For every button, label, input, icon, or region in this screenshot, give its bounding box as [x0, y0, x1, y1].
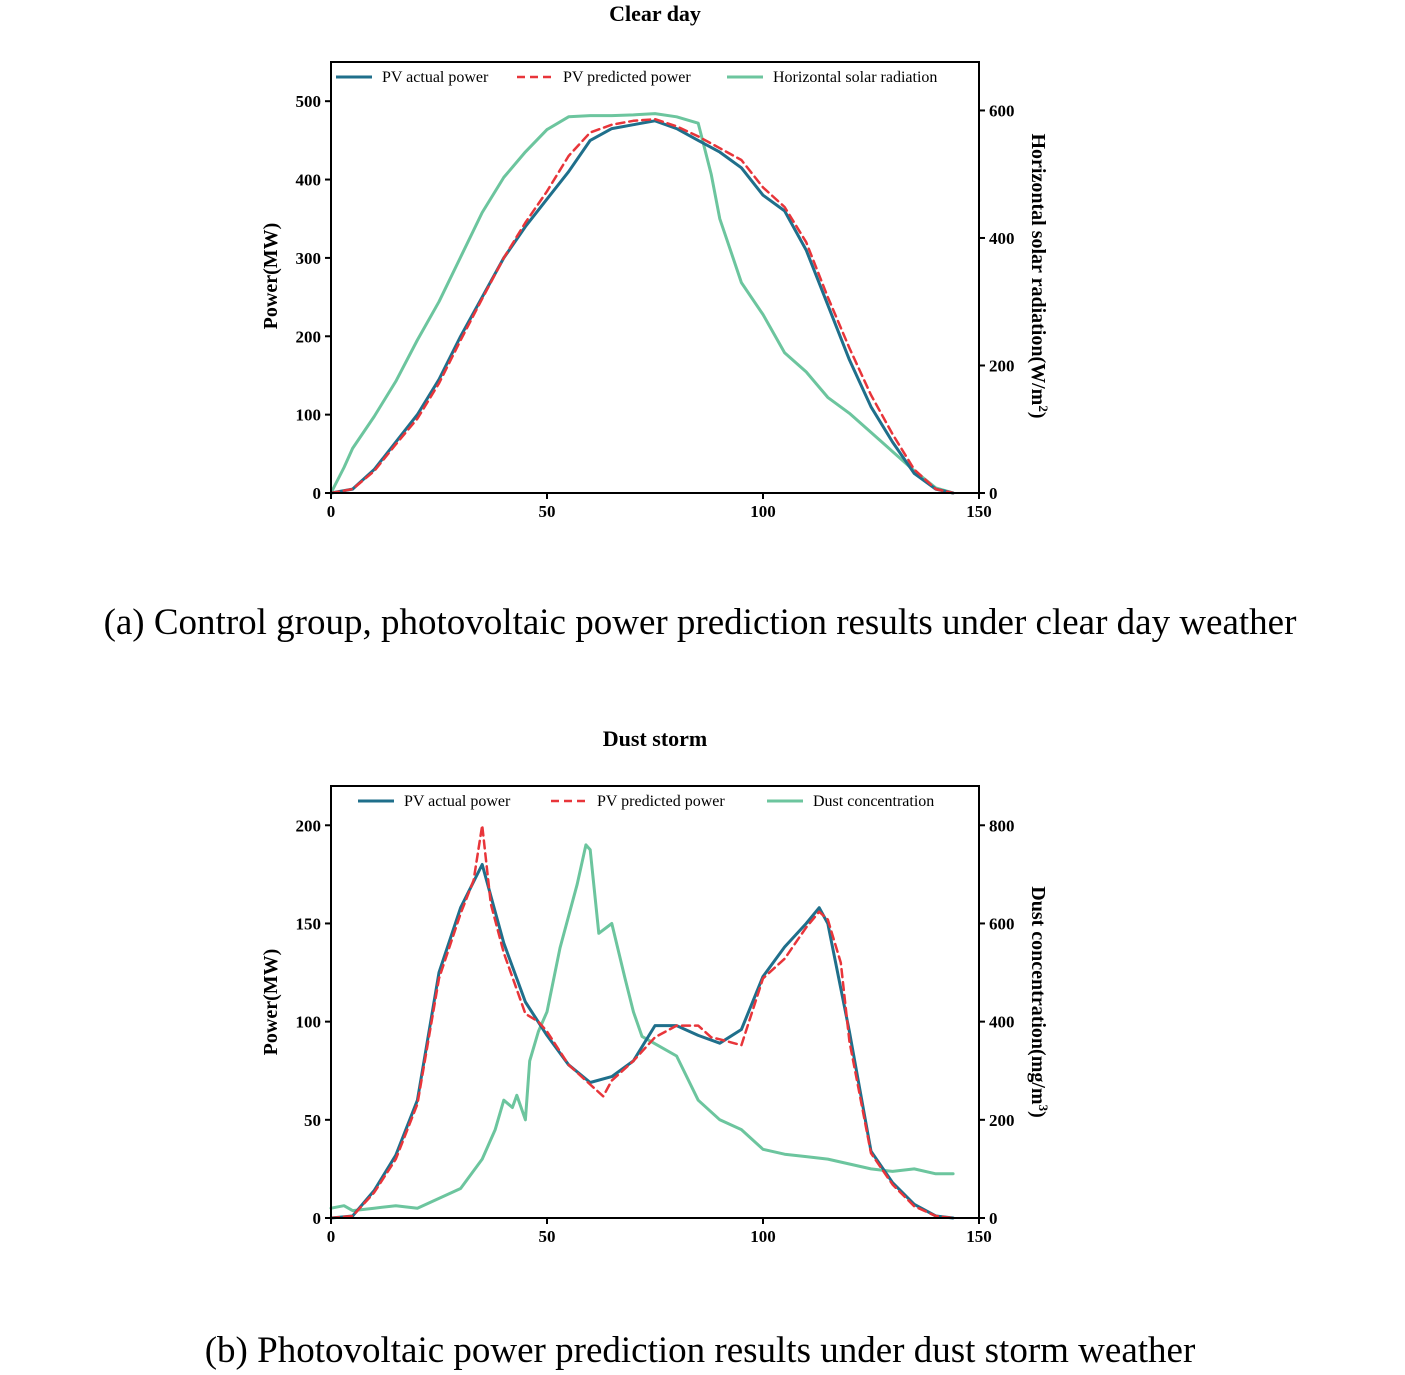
legend-item: Horizontal solar radiation [727, 69, 937, 86]
series-line-pv-actual-power [329, 119, 955, 495]
y-tick-label: 300 [296, 249, 322, 268]
plot-frame [330, 785, 980, 1219]
x-tick-label: 50 [539, 502, 556, 521]
chart-title: Clear day [609, 1, 701, 26]
y2-axis-label: Dust concentration(mg/m3) [1027, 886, 1052, 1117]
y2-tick-label: 600 [989, 101, 1015, 120]
legend-label: Dust concentration [813, 793, 934, 810]
y2-axis-label-text: Dust concentration(mg/m [1027, 886, 1049, 1105]
legend-item: PV actual power [336, 69, 489, 86]
y-tick-label: 500 [296, 92, 322, 111]
figure-caption: (b) Photovoltaic power prediction result… [205, 1330, 1196, 1371]
x-tick-label: 0 [327, 502, 336, 521]
legend-label: PV predicted power [563, 69, 691, 86]
y2-tick-label: 800 [989, 816, 1015, 835]
y-tick-label: 50 [304, 1111, 321, 1130]
y2-tick-label: 0 [989, 1209, 998, 1228]
y-tick-label: 0 [313, 1209, 322, 1228]
y-tick-label: 100 [296, 1013, 322, 1032]
series-line-horizontal-solar-radiation [329, 112, 955, 495]
legend-label: PV actual power [404, 793, 511, 810]
y2-tick-label: 200 [989, 1111, 1015, 1130]
x-tick-label: 100 [750, 502, 776, 521]
y-tick-label: 150 [296, 914, 322, 933]
x-tick-label: 100 [750, 1227, 776, 1246]
legend: PV actual power PV predicted power Horizon… [336, 69, 937, 86]
y-tick-label: 0 [313, 484, 322, 503]
x-tick-label: 50 [539, 1227, 556, 1246]
legend-item: PV predicted power [551, 793, 725, 810]
y-axis-label: Power(MW) [260, 223, 282, 330]
x-tick-label: 150 [966, 1227, 992, 1246]
y2-tick-label: 200 [989, 356, 1015, 375]
series-line-pv-actual-power [329, 863, 955, 1220]
plot-frame [330, 61, 980, 494]
legend-item: PV predicted power [517, 69, 691, 86]
y2-tick-label: 400 [989, 229, 1015, 248]
chart-panel-dust-storm: Dust storm 0 50 100 15005010015020002004006… [205, 726, 1196, 1371]
y-tick-label: 400 [296, 171, 322, 190]
y2-tick-label: 0 [989, 484, 998, 503]
y-tick-label: 200 [296, 816, 322, 835]
y2-axis-label-sup: 2 [1037, 405, 1052, 412]
series-line-pv-predicted-power [329, 117, 955, 495]
y-tick-label: 200 [296, 327, 322, 346]
y2-tick-label: 600 [989, 914, 1015, 933]
y2-axis-label-text: Horizontal solar radiation(W/m [1027, 133, 1049, 405]
y2-axis-label-sup: 3 [1037, 1105, 1052, 1112]
y2-axis-label-end: ) [1027, 412, 1049, 419]
x-tick-label: 0 [327, 1227, 336, 1246]
legend-item: Dust concentration [767, 793, 934, 810]
series-line-dust-concentration [329, 843, 955, 1213]
series-line-pv-predicted-power [329, 824, 955, 1220]
y-tick-label: 100 [296, 406, 322, 425]
legend: PV actual power PV predicted power Dust co… [358, 793, 934, 810]
legend-item: PV actual power [358, 793, 511, 810]
chart-panel-clear-day: Clear day 0 50 100 150010020030040050002004… [104, 1, 1297, 643]
y-axis-label: Power(MW) [260, 949, 282, 1056]
x-tick-label: 150 [966, 502, 992, 521]
legend-label: Horizontal solar radiation [773, 69, 937, 86]
legend-label: PV actual power [382, 69, 489, 86]
y2-tick-label: 400 [989, 1013, 1015, 1032]
chart-title: Dust storm [603, 726, 708, 751]
y2-axis-label-end: ) [1027, 1111, 1049, 1118]
y2-axis-label: Horizontal solar radiation(W/m2) [1027, 133, 1052, 418]
legend-label: PV predicted power [597, 793, 725, 810]
figure-caption: (a) Control group, photovoltaic power pr… [104, 602, 1297, 643]
